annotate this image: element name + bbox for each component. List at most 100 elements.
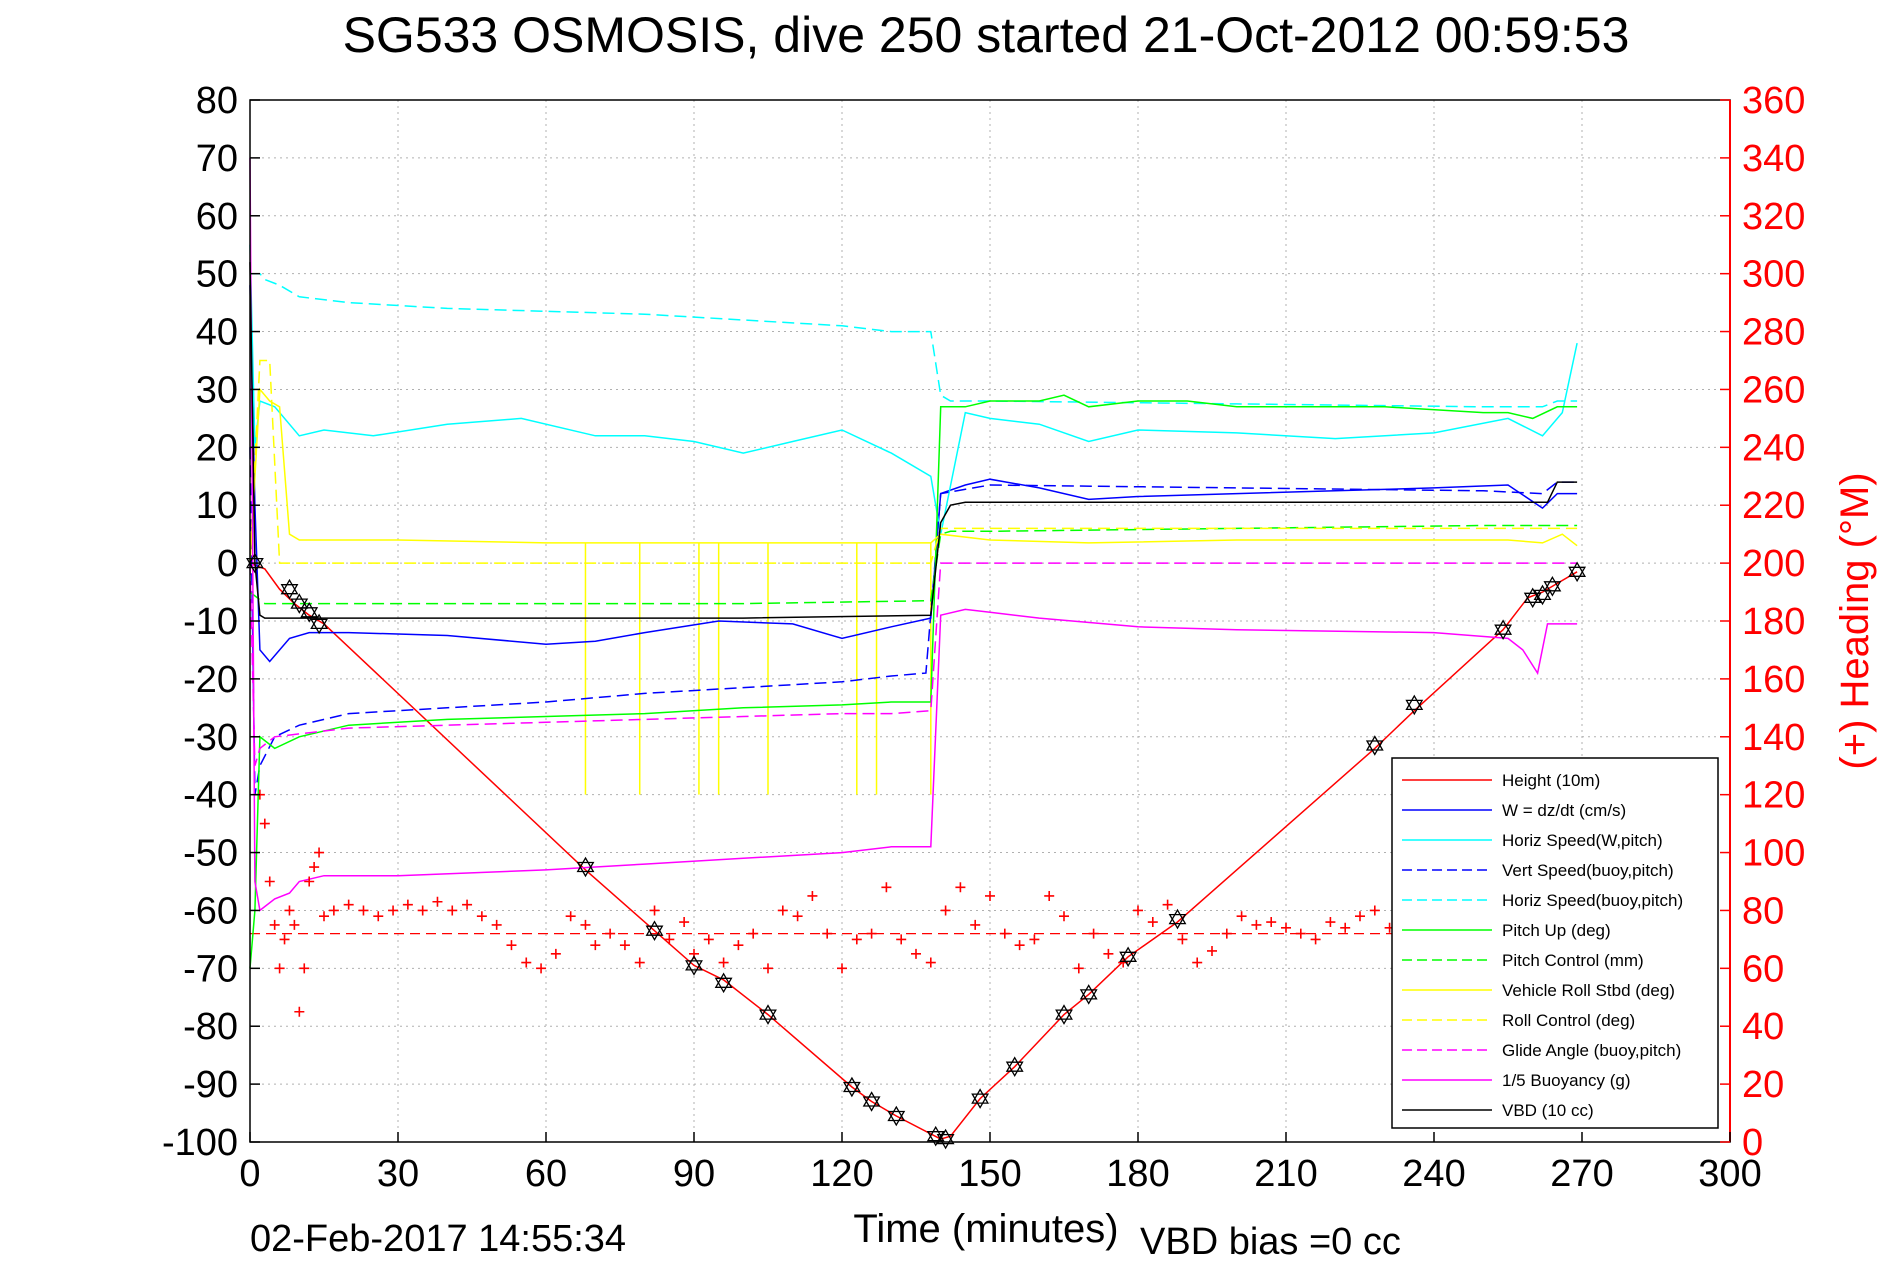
heading-point <box>565 911 576 922</box>
y-tick-label: -90 <box>183 1064 238 1106</box>
plot-area <box>245 157 1587 1150</box>
depth-marker-up <box>1494 619 1513 635</box>
legend-label-0: Height (10m) <box>1502 771 1600 790</box>
y2-tick-label: 240 <box>1742 427 1805 469</box>
chart-title: SG533 OSMOSIS, dive 250 started 21-Oct-2… <box>343 7 1630 63</box>
heading-point <box>294 1006 305 1017</box>
heading-point <box>777 905 788 916</box>
heading-point <box>748 928 759 939</box>
y2-tick-label: 280 <box>1742 312 1805 354</box>
heading-point <box>550 948 561 959</box>
heading-point <box>1266 917 1277 928</box>
heading-point <box>1325 917 1336 928</box>
heading-point <box>476 911 487 922</box>
depth-marker-up <box>576 856 595 873</box>
heading-point <box>896 934 907 945</box>
depth-marker <box>971 1088 990 1109</box>
depth-marker <box>1055 1004 1073 1025</box>
depth-marker-up <box>245 552 264 569</box>
depth-marker <box>1005 1056 1024 1077</box>
x-tick-label: 30 <box>377 1153 419 1195</box>
heading-point <box>521 957 532 968</box>
heading-point <box>1059 911 1069 922</box>
heading-point <box>911 948 921 959</box>
depth-marker-up <box>1005 1056 1024 1072</box>
heading-point <box>1177 934 1188 945</box>
depth-marker <box>1533 584 1552 606</box>
x-tick-label: 150 <box>958 1153 1021 1195</box>
series-line-7 <box>249 387 1578 564</box>
x-axis-ticks: 0 30 60 90 120 150 180 210 240 270 300 <box>239 1132 1762 1195</box>
legend-label-3: Vert Speed(buoy,pitch) <box>1502 861 1674 880</box>
depth-marker-down <box>1533 589 1552 606</box>
heading-point <box>580 919 591 930</box>
depth-marker-down <box>1405 699 1424 716</box>
depth-marker <box>759 1004 777 1025</box>
depth-marker-down <box>310 618 329 635</box>
heading-point <box>388 905 399 916</box>
depth-marker-down <box>887 1110 906 1127</box>
depth-marker <box>1494 619 1513 640</box>
x-tick-label: 90 <box>673 1153 715 1195</box>
depth-marker-up <box>280 578 299 595</box>
series-line-6 <box>249 524 1578 605</box>
legend-label-2: Horiz Speed(W,pitch) <box>1502 831 1663 850</box>
depth-marker <box>887 1105 906 1127</box>
depth-marker <box>1119 946 1138 968</box>
heading-point <box>536 963 547 974</box>
heading-point <box>851 934 862 945</box>
depth-marker <box>645 920 664 941</box>
heading-point <box>679 917 690 928</box>
y-tick-label: 50 <box>196 254 238 296</box>
y-tick-label: 60 <box>196 196 238 238</box>
depth-marker <box>1543 576 1562 597</box>
depth-marker <box>280 578 299 600</box>
depth-marker-down <box>1119 951 1138 968</box>
depth-marker-down <box>1494 624 1513 640</box>
heading-point <box>1162 899 1173 910</box>
legend-box <box>1391 757 1719 1129</box>
legend: Height (10m) W = dz/dt (cm/s) Horiz Speed(… <box>1391 757 1719 1129</box>
timestamp-footer: 02-Feb-2017 14:55:34 <box>250 1218 626 1260</box>
x-axis-label: Time (minutes) <box>853 1207 1118 1251</box>
depth-marker-up <box>887 1105 906 1122</box>
heading-point <box>373 911 384 922</box>
depth-marker-down <box>1005 1061 1024 1077</box>
depth-marker <box>576 856 595 878</box>
depth-marker-up <box>1405 694 1424 711</box>
depth-marker <box>685 955 703 976</box>
heading-point <box>985 890 995 901</box>
depth-marker <box>1365 735 1384 756</box>
x-tick-label: 270 <box>1550 1153 1613 1195</box>
depth-marker-up <box>936 1128 955 1145</box>
x-tick-label: 180 <box>1106 1153 1169 1195</box>
depth-marker <box>1168 908 1187 930</box>
heading-point <box>284 905 295 916</box>
y2-tick-label: 0 <box>1742 1122 1763 1164</box>
y2-tick-label: 320 <box>1742 196 1805 238</box>
y2-tick-label: 160 <box>1742 659 1805 701</box>
heading-point <box>822 928 833 939</box>
heading-point <box>1103 948 1114 959</box>
heading-point <box>1251 919 1262 930</box>
heading-point <box>1369 905 1380 916</box>
depth-marker <box>290 593 309 614</box>
legend-label-9: Glide Angle (buoy,pitch) <box>1502 1041 1681 1060</box>
depth-marker-down <box>290 598 309 614</box>
heading-point <box>264 876 275 887</box>
y2-tick-label: 100 <box>1742 833 1805 875</box>
depth-marker <box>1079 984 1098 1005</box>
depth-marker-up <box>290 593 309 609</box>
y-tick-label: -70 <box>183 948 238 990</box>
series-line-2 <box>249 244 1578 535</box>
heading-point <box>999 928 1010 939</box>
heading-point <box>763 963 773 974</box>
y2-tick-label: 120 <box>1742 775 1805 817</box>
y2-tick-label: 360 <box>1742 80 1805 122</box>
heading-point <box>506 940 517 951</box>
y-tick-label: -80 <box>183 1006 238 1048</box>
heading-point <box>792 911 803 922</box>
series-line-11 <box>249 262 1578 619</box>
y2-tick-label: 40 <box>1742 1006 1784 1048</box>
